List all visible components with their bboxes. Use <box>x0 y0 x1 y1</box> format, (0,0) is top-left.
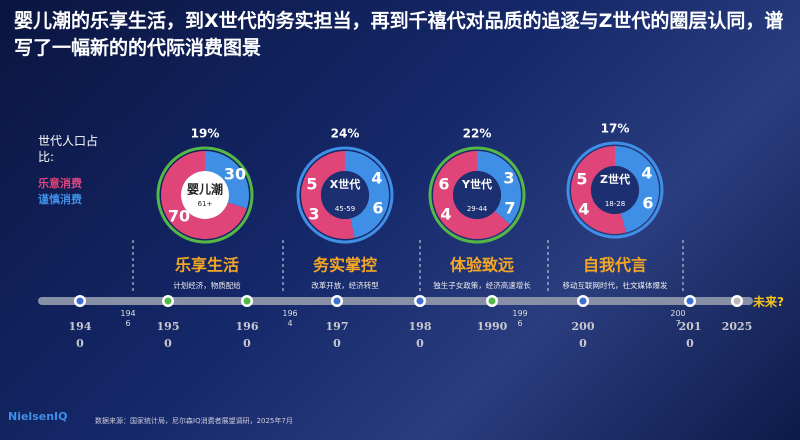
minor-year-label: 2007 <box>670 309 686 328</box>
donut-cautious <box>344 151 389 238</box>
donut-center <box>453 171 501 219</box>
donut-ring <box>428 146 526 244</box>
year-label: 2025 <box>721 320 753 333</box>
gen-age: 18-28 <box>605 200 625 208</box>
timeline-bar <box>38 297 753 305</box>
donut-cautious <box>476 151 521 225</box>
source: 数据来源：国家统计局，尼尔森IQ消费者展望调研，2025年7月 <box>95 417 293 425</box>
enjoy-label: 4 <box>578 200 589 219</box>
cautious-label: 6 <box>372 199 383 218</box>
year-label: 1970 <box>325 320 349 350</box>
minor-year-label: 1946 <box>120 309 136 328</box>
year-label: 2010 <box>678 320 702 350</box>
gen-age: 45-59 <box>335 205 355 213</box>
donut-center <box>321 171 369 219</box>
timeline-dot-core <box>733 297 741 305</box>
year-label: 1940 <box>68 320 92 350</box>
timeline-dot-core <box>579 297 587 305</box>
donut-ring <box>156 146 254 244</box>
share-label: 22% <box>463 127 492 141</box>
donut-enjoy <box>301 151 355 239</box>
year-label: 1950 <box>156 320 180 350</box>
headline: 乐享生活 <box>175 256 239 275</box>
headline: 体验致远 <box>450 256 514 275</box>
enjoy-label: 5 <box>576 170 587 189</box>
donut-cautious <box>204 151 249 209</box>
share-label: 24% <box>331 127 360 141</box>
legend-label: 世代人口占比: <box>38 134 99 164</box>
description: 独生子女政策，经济高速增长 <box>433 281 531 290</box>
enjoy-label: 70 <box>168 207 190 226</box>
cautious-label: 6 <box>642 194 653 213</box>
gen-name: Z世代 <box>600 172 630 186</box>
donut-ring <box>566 141 664 239</box>
year-label: 1990 <box>476 320 508 333</box>
donut-ring <box>296 146 394 244</box>
donut-center <box>181 171 229 219</box>
cautious-label: 4 <box>641 164 652 183</box>
year-label: 2000 <box>571 320 595 350</box>
headline: 自我代言 <box>583 256 647 275</box>
timeline-dot-core <box>686 297 694 305</box>
gen-name: Y世代 <box>461 177 492 191</box>
enjoy-label: 6 <box>438 175 449 194</box>
title: 婴儿潮的乐享生活，到X世代的务实担当，再到千禧代对品质的追逐与Z世代的圈层认同，… <box>14 10 784 59</box>
donut-center <box>591 166 639 214</box>
minor-year-label: 1996 <box>512 309 528 328</box>
gen-name: 婴儿潮 <box>187 182 223 197</box>
headline: 务实掌控 <box>313 256 377 275</box>
gen-age: 61+ <box>198 200 213 208</box>
donut-enjoy <box>161 151 247 239</box>
cautious-label: 4 <box>371 169 382 188</box>
timeline-dot-core <box>416 297 424 305</box>
enjoy-label: 5 <box>306 175 317 194</box>
description: 改革开放，经济转型 <box>311 281 379 290</box>
gen-name: X世代 <box>330 177 360 191</box>
legend-enjoy: 乐意消费 <box>38 177 82 190</box>
cautious-label: 30 <box>224 165 246 184</box>
description: 移动互联网时代，社文媒体爆发 <box>562 281 668 290</box>
future-label: 未来? <box>753 295 784 309</box>
donut-enjoy <box>571 146 626 234</box>
logo: NielsenIQ <box>8 410 68 423</box>
timeline-dot-core <box>243 297 251 305</box>
description: 计划经济，物质配给 <box>173 281 241 290</box>
share-label: 17% <box>601 122 630 136</box>
minor-year-label: 1964 <box>282 309 298 328</box>
year-label: 1980 <box>408 320 432 350</box>
gen-age: 29-44 <box>467 205 488 213</box>
year-label: 1960 <box>235 320 259 350</box>
share-label: 19% <box>191 127 220 141</box>
donut-cautious <box>614 146 659 233</box>
enjoy-label: 3 <box>308 205 319 224</box>
timeline-dot-core <box>164 297 172 305</box>
cautious-label: 7 <box>504 199 515 218</box>
timeline-dot-core <box>333 297 341 305</box>
donut-enjoy <box>433 151 510 239</box>
enjoy-label: 4 <box>440 205 451 224</box>
timeline-dot-core <box>76 297 84 305</box>
cautious-label: 3 <box>503 169 514 188</box>
legend-cautious: 谨慎消费 <box>38 193 82 206</box>
timeline-dot-core <box>488 297 496 305</box>
